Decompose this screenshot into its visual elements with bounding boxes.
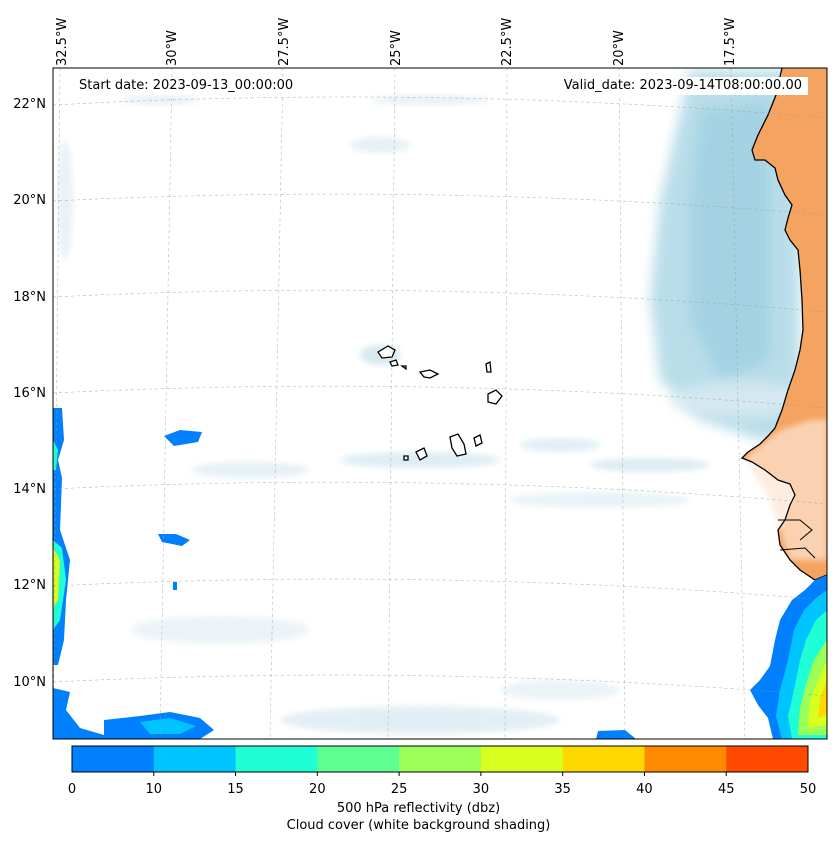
reflectivity-patch (158, 534, 190, 546)
island (377, 345, 396, 359)
colorbar-tick-label: 35 (554, 782, 571, 797)
colorbar-segment (72, 746, 155, 772)
lon-label: 30°W (165, 30, 180, 66)
lon-label: 27.5°W (277, 17, 292, 66)
lat-label: 10°N (13, 675, 46, 690)
cape-verde-islands (377, 345, 503, 461)
island (403, 455, 409, 461)
cloud-band-inner (690, 100, 770, 380)
colorbar-segment (235, 746, 318, 772)
lon-label: 32.5°W (55, 17, 70, 66)
reflectivity-patch (173, 582, 177, 590)
map-plot-area (53, 68, 827, 739)
lon-label: 20°W (612, 30, 627, 66)
cloud-patch (500, 680, 620, 700)
cloud-patch (120, 95, 200, 105)
colorbar-segment (726, 746, 809, 772)
cloud-patch (190, 462, 310, 478)
colorbar-segment (562, 746, 645, 772)
reflectivity-south-core (140, 718, 196, 734)
cloud-patch (520, 438, 600, 452)
island (449, 433, 467, 457)
cloud-patch (280, 706, 560, 734)
island (485, 360, 492, 373)
cloud-patch (670, 382, 810, 418)
island (487, 389, 503, 405)
lat-label: 18°N (13, 290, 46, 305)
coastline (740, 68, 827, 581)
lat-label: 16°N (13, 386, 46, 401)
cloud-patch (510, 492, 690, 508)
lon-label: 25°W (389, 30, 404, 66)
lon-label: 22.5°W (500, 17, 515, 66)
reflectivity-patch (596, 730, 636, 739)
lat-label: 20°N (13, 193, 46, 208)
cloud-patch (590, 458, 710, 472)
colorbar-segment (399, 746, 482, 772)
colorbar-tick-label: 25 (390, 782, 408, 797)
map-frame (52, 67, 828, 740)
cloud-patch (370, 95, 490, 105)
cloud-patch (350, 137, 410, 153)
island (418, 369, 440, 379)
colorbar-subtitle: Cloud cover (white background shading) (286, 818, 551, 833)
colorbar-segment (480, 746, 564, 772)
graticule (53, 68, 827, 739)
colorbar-tick-label: 45 (717, 782, 735, 797)
lat-label: 22°N (13, 97, 46, 112)
colorbar-segment (644, 746, 727, 772)
reflectivity-patch (164, 430, 202, 446)
start-date-label: Start date: 2023-09-13_00:00:00 (73, 77, 300, 95)
colorbar-tick-label: 20 (309, 782, 326, 797)
land-layer (740, 68, 827, 581)
cloud-patch (57, 140, 73, 260)
colorbar-tick-label: 0 (67, 782, 77, 797)
valid-date-label: Valid_date: 2023-09-14T08:00:00.00 (557, 77, 808, 95)
colorbar-tick-label: 10 (145, 782, 163, 797)
colorbar-segment (153, 746, 237, 772)
reflectivity-southwest (53, 688, 106, 739)
coastline-estuary (778, 519, 816, 559)
reflectivity-west-core-yellow (53, 548, 60, 608)
island (473, 434, 483, 447)
reflectivity-southeast-6 (818, 680, 827, 718)
island (415, 447, 428, 461)
lat-label: 14°N (13, 482, 46, 497)
lat-label: 12°N (13, 578, 46, 593)
colorbar-tick-label: 50 (799, 782, 817, 797)
cloud-cover-layer (57, 70, 810, 734)
colorbar-segment (317, 746, 400, 772)
colorbar-tick-label: 15 (227, 782, 244, 797)
reflectivity-layer (53, 408, 827, 739)
colorbar (71, 745, 809, 776)
colorbar-title: 500 hPa reflectivity (dbz) (336, 801, 501, 816)
island (400, 365, 407, 371)
colorbar-frame (71, 745, 809, 773)
lon-label: 17.5°W (723, 17, 738, 66)
colorbar-tick-labels: 0 10 15 20 25 30 35 40 45 50 (68, 782, 816, 800)
colorbar-tick-label: 40 (636, 782, 653, 797)
cloud-patch (130, 616, 310, 644)
colorbar-tick-label: 30 (472, 782, 490, 797)
